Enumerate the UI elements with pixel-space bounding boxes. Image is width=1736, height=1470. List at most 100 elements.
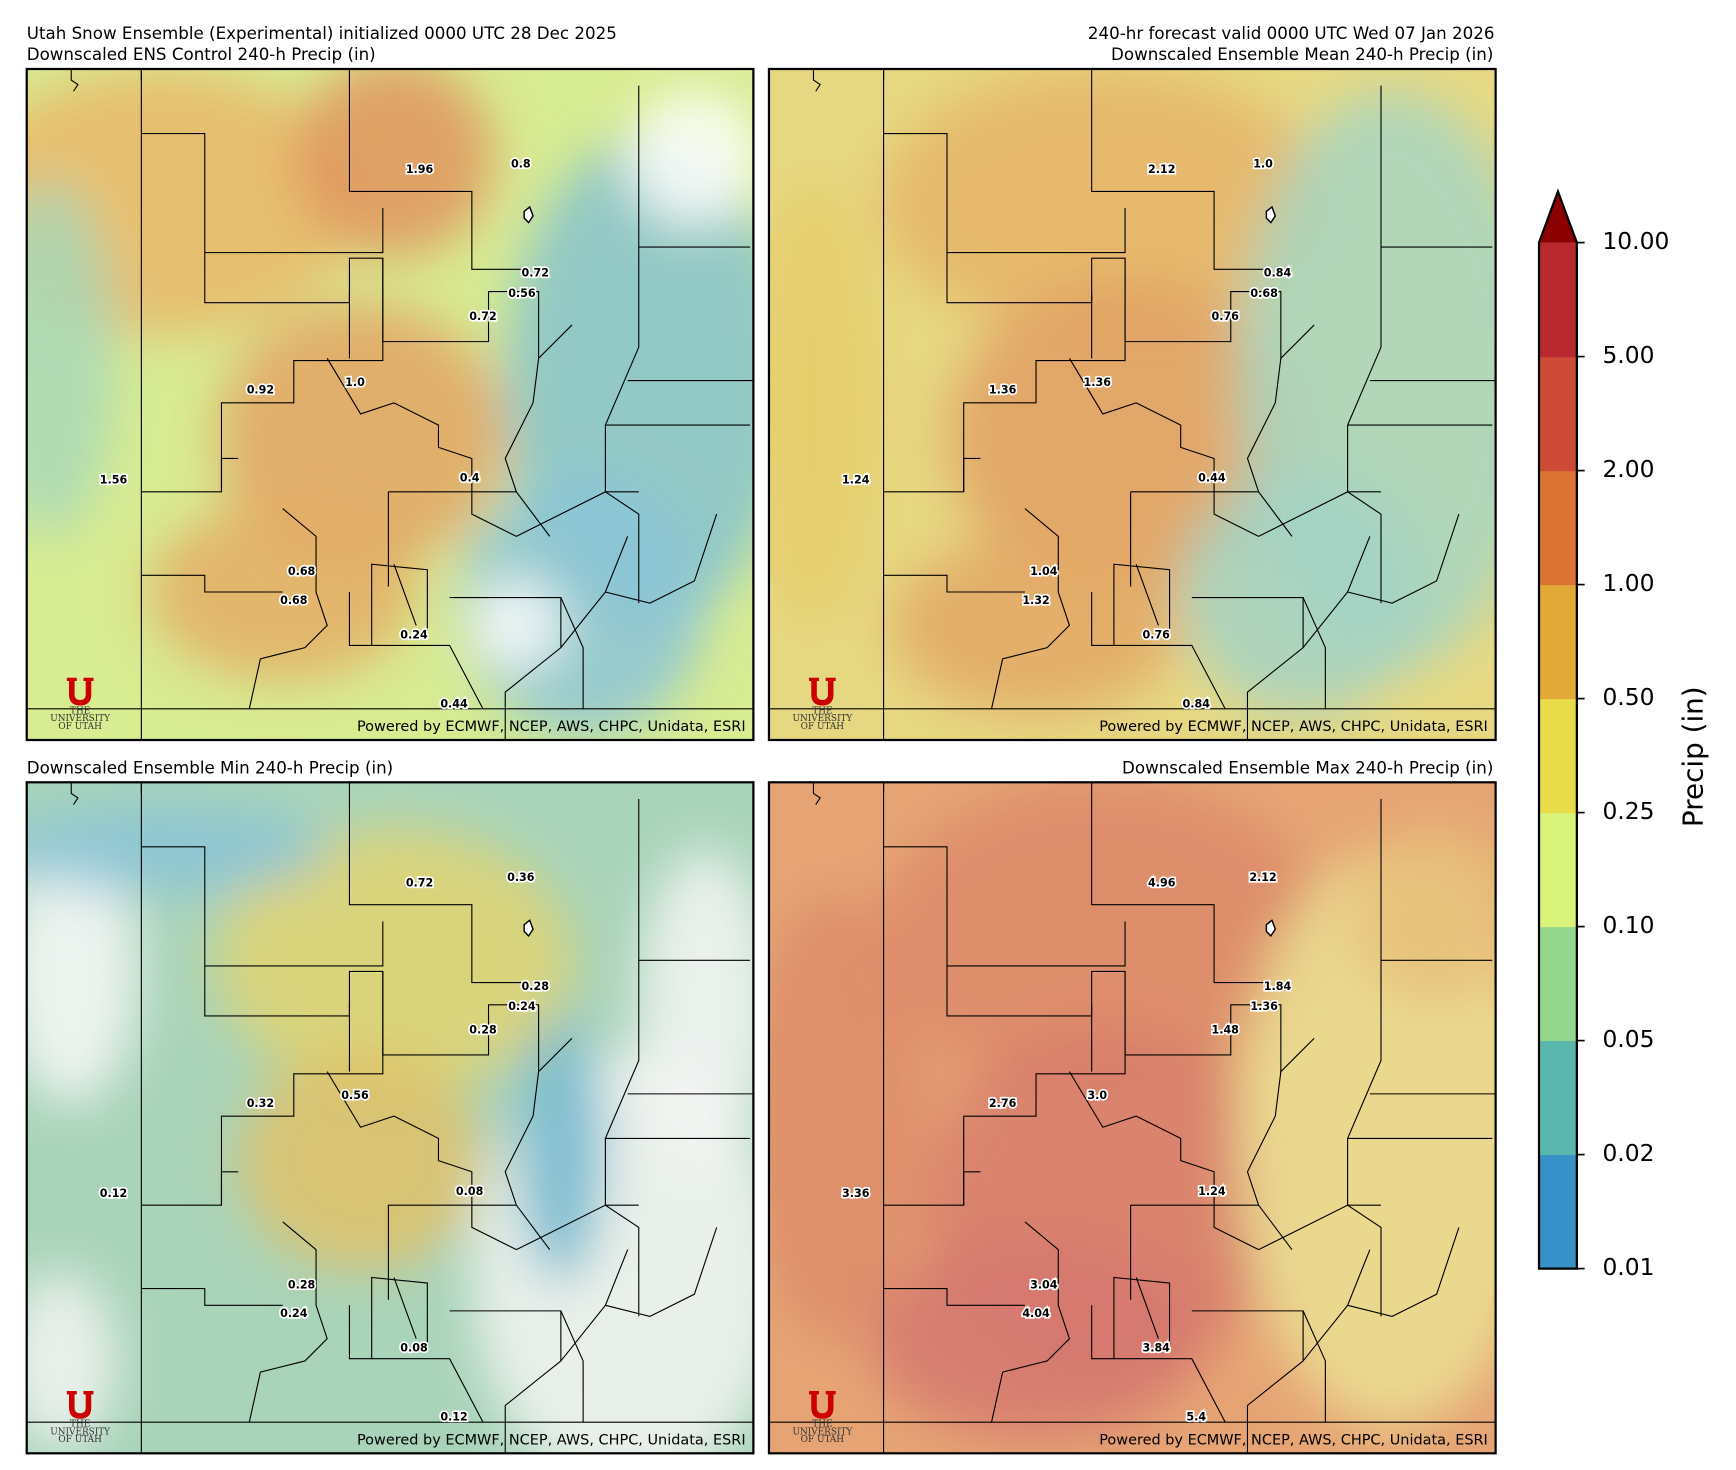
station-value: 1.36 xyxy=(1084,376,1112,389)
colorbar-tick-label: 2.00 xyxy=(1602,455,1654,483)
station-value: 0.8 xyxy=(511,158,531,171)
boundary xyxy=(560,513,718,648)
station-value: 1.56 xyxy=(100,474,128,487)
boundary xyxy=(883,782,1381,1300)
boundary xyxy=(326,291,517,537)
precip-area xyxy=(891,536,1181,715)
colorbar-tick-label: 1.00 xyxy=(1602,569,1654,597)
station-value: 0.84 xyxy=(1264,267,1292,280)
logo-u xyxy=(809,1390,836,1419)
lake xyxy=(523,205,534,224)
boundary xyxy=(1347,798,1496,1317)
logo-u xyxy=(66,1390,94,1419)
station-value: 0.68 xyxy=(1250,287,1278,300)
precip-area xyxy=(638,849,754,1161)
coast xyxy=(812,68,821,92)
station-value: 0.76 xyxy=(1211,310,1239,323)
colorbar-segment xyxy=(1539,698,1577,814)
boundary xyxy=(504,1071,551,1251)
colorbar-tick-label: 0.02 xyxy=(1602,1139,1654,1167)
station-value: 2.12 xyxy=(1148,163,1175,176)
panel-frame xyxy=(25,67,755,742)
logo-u xyxy=(66,677,94,706)
station-value: 4.96 xyxy=(1148,877,1176,890)
station-value: 0.24 xyxy=(280,1307,308,1320)
colorbar-tick-label: 0.10 xyxy=(1602,911,1654,939)
logo-text: THE xyxy=(70,1420,90,1430)
logo-text: THE xyxy=(812,706,832,716)
station-value: 0.08 xyxy=(456,1185,484,1198)
boundary xyxy=(1068,1004,1259,1251)
logo-text: THE xyxy=(70,706,90,716)
boundary xyxy=(140,782,639,1300)
station-value: 0.68 xyxy=(280,594,308,607)
boundary xyxy=(504,358,551,537)
logo-text: UNIVERSITY xyxy=(50,714,110,724)
station-value: 0.08 xyxy=(400,1342,428,1355)
attribution: Powered by ECMWF, NCEP, AWS, CHPC, Unida… xyxy=(1099,719,1488,735)
boundary xyxy=(883,1221,1071,1423)
station-value: 0.32 xyxy=(247,1097,274,1110)
station-value: 0.44 xyxy=(1198,472,1226,485)
station-value: 3.04 xyxy=(1030,1278,1058,1291)
precip-area xyxy=(215,302,506,570)
station-value: 0.56 xyxy=(508,287,536,300)
precip-area xyxy=(460,469,706,737)
boundary xyxy=(348,782,528,984)
station-value: 0.28 xyxy=(522,980,550,993)
boundary xyxy=(348,68,528,270)
precip-area xyxy=(149,502,417,682)
station-value: 0.72 xyxy=(522,267,549,280)
precip-area xyxy=(26,804,328,894)
colorbar-tick-label: 10.00 xyxy=(1602,227,1669,255)
boundary xyxy=(1135,1277,1326,1423)
station-value: 3.84 xyxy=(1143,1342,1171,1355)
station-value: 1.96 xyxy=(406,163,434,176)
station-value: 1.04 xyxy=(1030,565,1058,578)
station-value: 1.84 xyxy=(1264,980,1292,993)
station-value: 0.76 xyxy=(1143,628,1171,641)
boundary xyxy=(1091,782,1270,984)
precip-area xyxy=(627,91,754,225)
precip-area xyxy=(768,180,881,626)
colorbar-tick-label: 0.50 xyxy=(1602,683,1654,711)
station-value: 3.36 xyxy=(842,1187,870,1200)
station-value: 1.0 xyxy=(1253,158,1273,171)
panel-title: Downscaled Ensemble Mean 240-h Precip (i… xyxy=(1111,45,1493,64)
precip-area xyxy=(26,69,361,337)
station-value: 0.92 xyxy=(247,384,274,397)
precip-area xyxy=(869,1238,1203,1439)
station-value: 0.12 xyxy=(440,1411,467,1424)
boundary xyxy=(348,563,428,646)
coast xyxy=(812,782,821,805)
boundary xyxy=(371,1310,562,1454)
coast xyxy=(70,782,79,805)
logo-text: OF UTAH xyxy=(58,1435,102,1445)
precip-area xyxy=(238,1049,483,1272)
attribution: Powered by ECMWF, NCEP, AWS, CHPC, Unida… xyxy=(357,719,746,735)
station-value: 0.4 xyxy=(460,472,480,485)
colorbar-segment xyxy=(1539,1154,1577,1270)
precip-area xyxy=(471,580,561,670)
precip-area xyxy=(1347,826,1496,1005)
colorbar-segment xyxy=(1539,470,1577,586)
boundary xyxy=(1302,513,1460,648)
station-value: 5.4 xyxy=(1186,1411,1206,1424)
boundary xyxy=(1302,1227,1460,1362)
station-value: 0.28 xyxy=(469,1023,497,1036)
colorbar-segment xyxy=(1539,242,1577,358)
lake xyxy=(523,919,534,937)
boundary xyxy=(883,68,1381,587)
station-value: 0.24 xyxy=(400,628,428,641)
boundary xyxy=(1246,358,1293,537)
coast xyxy=(70,68,79,92)
station-value: 3.0 xyxy=(1087,1089,1107,1102)
boundary xyxy=(1068,291,1259,537)
